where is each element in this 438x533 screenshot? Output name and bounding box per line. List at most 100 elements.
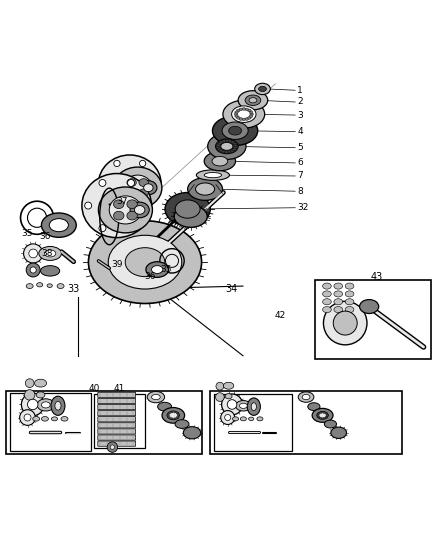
Ellipse shape <box>170 411 173 413</box>
Ellipse shape <box>173 411 176 413</box>
Ellipse shape <box>107 442 117 453</box>
Bar <box>214 393 292 451</box>
Ellipse shape <box>232 106 256 123</box>
Ellipse shape <box>242 108 246 110</box>
Ellipse shape <box>123 175 152 200</box>
FancyBboxPatch shape <box>98 423 136 428</box>
Ellipse shape <box>24 414 31 421</box>
Text: 43: 43 <box>371 272 383 282</box>
Ellipse shape <box>323 417 325 419</box>
Text: 41: 41 <box>113 384 124 393</box>
Ellipse shape <box>325 413 328 415</box>
Ellipse shape <box>195 183 215 195</box>
Ellipse shape <box>125 248 165 277</box>
Ellipse shape <box>221 142 233 150</box>
Ellipse shape <box>33 417 40 421</box>
Ellipse shape <box>41 265 60 276</box>
Ellipse shape <box>317 415 319 416</box>
Ellipse shape <box>235 111 238 114</box>
Ellipse shape <box>302 394 310 400</box>
FancyBboxPatch shape <box>98 410 136 416</box>
Ellipse shape <box>20 410 35 425</box>
Text: 7: 7 <box>297 172 303 181</box>
Ellipse shape <box>146 262 169 277</box>
Ellipse shape <box>236 400 251 411</box>
Ellipse shape <box>61 417 68 421</box>
Ellipse shape <box>215 139 238 154</box>
Ellipse shape <box>322 298 331 305</box>
Text: 33: 33 <box>67 284 79 294</box>
Ellipse shape <box>196 170 230 180</box>
Ellipse shape <box>57 284 64 288</box>
Text: 39: 39 <box>111 260 123 269</box>
Ellipse shape <box>223 100 265 128</box>
Text: 40: 40 <box>88 384 100 393</box>
Ellipse shape <box>219 141 223 143</box>
Ellipse shape <box>320 417 322 419</box>
Ellipse shape <box>217 148 222 151</box>
Bar <box>6 391 201 454</box>
Ellipse shape <box>312 408 333 422</box>
Text: 32: 32 <box>297 203 309 212</box>
Bar <box>315 280 431 359</box>
Ellipse shape <box>130 202 149 218</box>
Ellipse shape <box>26 263 40 277</box>
Ellipse shape <box>242 118 246 120</box>
Ellipse shape <box>239 118 243 120</box>
Ellipse shape <box>208 133 246 159</box>
Ellipse shape <box>42 417 48 421</box>
Ellipse shape <box>232 142 237 145</box>
Ellipse shape <box>55 401 61 410</box>
Ellipse shape <box>110 445 115 449</box>
Text: 8: 8 <box>297 187 303 196</box>
Ellipse shape <box>233 144 237 147</box>
Ellipse shape <box>238 91 268 110</box>
Ellipse shape <box>101 181 107 187</box>
Ellipse shape <box>323 301 367 345</box>
Ellipse shape <box>114 201 120 207</box>
Ellipse shape <box>113 200 124 208</box>
Ellipse shape <box>225 415 231 421</box>
Ellipse shape <box>360 300 379 313</box>
Ellipse shape <box>249 115 253 117</box>
Ellipse shape <box>42 402 50 408</box>
Text: 37: 37 <box>117 197 128 206</box>
Ellipse shape <box>142 202 149 209</box>
Ellipse shape <box>237 117 240 119</box>
Ellipse shape <box>245 108 248 111</box>
Ellipse shape <box>42 213 76 237</box>
Ellipse shape <box>99 155 161 213</box>
Ellipse shape <box>85 202 92 209</box>
Ellipse shape <box>165 192 210 225</box>
Ellipse shape <box>28 399 38 410</box>
FancyBboxPatch shape <box>98 435 136 440</box>
FancyBboxPatch shape <box>98 441 136 446</box>
Ellipse shape <box>320 411 322 413</box>
Ellipse shape <box>331 427 346 439</box>
Ellipse shape <box>230 149 234 152</box>
Ellipse shape <box>237 109 240 112</box>
Text: 34: 34 <box>225 284 237 294</box>
Ellipse shape <box>25 390 35 400</box>
Ellipse shape <box>140 181 157 195</box>
Ellipse shape <box>334 306 343 313</box>
Ellipse shape <box>324 420 336 428</box>
Ellipse shape <box>144 184 153 192</box>
Ellipse shape <box>21 393 44 416</box>
Ellipse shape <box>225 151 229 154</box>
Ellipse shape <box>134 206 145 214</box>
Ellipse shape <box>216 146 220 149</box>
Ellipse shape <box>212 116 258 146</box>
Ellipse shape <box>139 179 148 187</box>
Text: 3: 3 <box>297 110 303 119</box>
Ellipse shape <box>249 417 254 421</box>
Ellipse shape <box>39 246 61 261</box>
Text: 36: 36 <box>39 232 51 241</box>
Ellipse shape <box>308 403 320 410</box>
Ellipse shape <box>221 410 235 424</box>
Ellipse shape <box>176 413 179 414</box>
Ellipse shape <box>176 416 179 418</box>
FancyBboxPatch shape <box>98 398 136 403</box>
Ellipse shape <box>225 140 229 142</box>
Ellipse shape <box>234 113 238 116</box>
